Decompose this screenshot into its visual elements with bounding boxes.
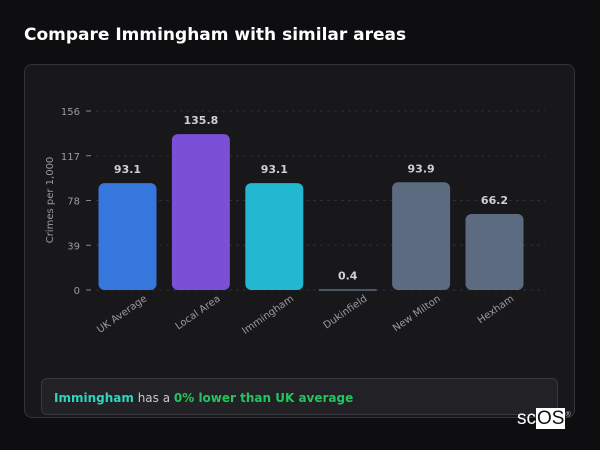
scos-logo: scOS®: [517, 408, 571, 429]
data-label: 66.2: [481, 194, 508, 207]
x-tick-label: UK Average: [95, 293, 149, 335]
y-tick-label: 0: [74, 286, 80, 297]
summary-comparison: 0% lower than UK average: [173, 391, 354, 405]
summary-box: Immingham has a 0% lower than UK average: [41, 378, 558, 415]
x-tick-label: Dukinfield: [322, 293, 370, 331]
summary-text: has a: [133, 391, 174, 405]
y-tick-label: 78: [67, 197, 80, 208]
x-tick-label: Hexham: [476, 293, 516, 326]
y-tick-label: 39: [67, 241, 80, 252]
bar: [392, 182, 451, 290]
summary-place: Immingham: [54, 391, 134, 405]
x-tick-label: Local Area: [174, 293, 223, 332]
data-label: 0.4: [338, 270, 358, 283]
data-label: 135.8: [184, 114, 219, 127]
bar: [171, 134, 230, 290]
data-label: 93.1: [114, 163, 141, 176]
x-tick-label: New Milton: [391, 293, 443, 334]
y-axis-label: Crimes per 1,000: [45, 157, 56, 244]
x-tick-label: Immingham: [240, 293, 296, 336]
y-tick-label: 117: [61, 152, 80, 163]
page-title: Compare Immingham with similar areas: [24, 25, 407, 45]
y-tick-label: 156: [61, 107, 80, 118]
bar: [465, 214, 524, 290]
data-label: 93.9: [408, 162, 435, 175]
bar: [98, 183, 157, 290]
bar: [245, 183, 304, 290]
data-label: 93.1: [261, 163, 288, 176]
